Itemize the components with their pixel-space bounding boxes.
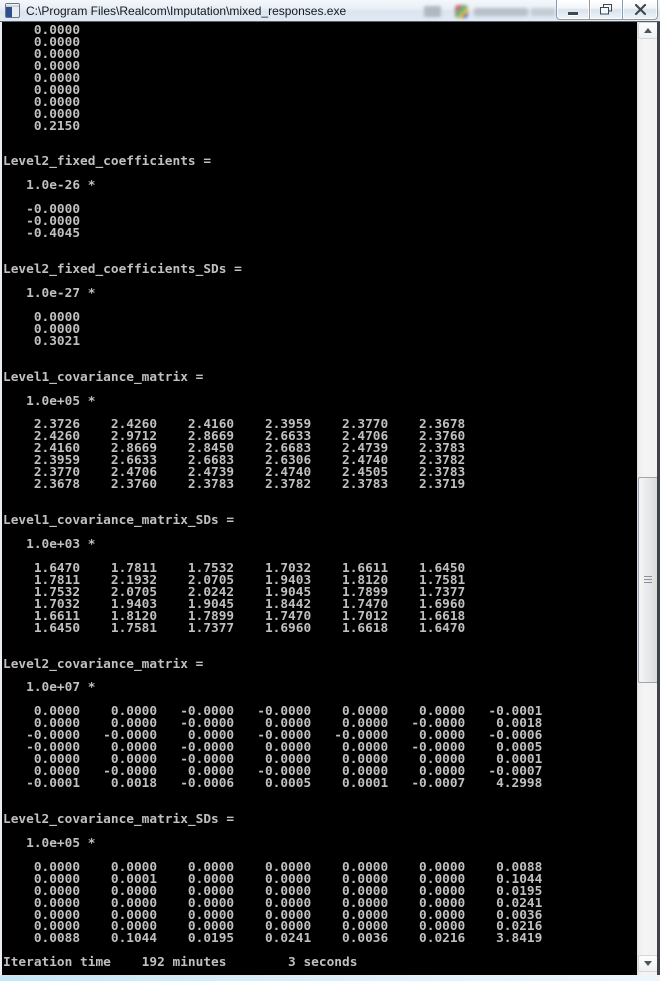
scroll-down-icon: [644, 961, 652, 966]
close-icon: [634, 4, 646, 15]
scrollbar-thumb[interactable]: [638, 477, 658, 683]
minimize-icon: [568, 11, 578, 15]
scroll-up-icon: [644, 28, 652, 33]
window-left-border: [0, 22, 2, 975]
caption-buttons: [556, 0, 658, 20]
background-window-artifact: [474, 8, 528, 16]
minimize-button[interactable]: [556, 0, 590, 20]
background-window-artifact: [531, 8, 555, 16]
background-app-icon: [455, 5, 468, 18]
scrollbar-grip-icon: [644, 576, 652, 584]
window-title: C:\Program Files\Realcom\Imputation\mixe…: [26, 4, 347, 18]
console-output: 0.0000 0.0000 0.0000 0.0000 0.0000 0.000…: [3, 23, 543, 971]
window-bottom-border: [0, 975, 660, 981]
close-button[interactable]: [622, 0, 658, 20]
background-window-artifact: [424, 6, 441, 17]
console-app-icon: [5, 3, 20, 18]
titlebar[interactable]: C:\Program Files\Realcom\Imputation\mixe…: [0, 0, 660, 22]
restore-icon: [599, 4, 612, 15]
console-viewport: 0.0000 0.0000 0.0000 0.0000 0.0000 0.000…: [2, 22, 637, 975]
scroll-down-button[interactable]: [638, 955, 658, 972]
window-right-border: [657, 22, 660, 975]
vertical-scrollbar[interactable]: [637, 22, 658, 975]
scroll-up-button[interactable]: [638, 22, 658, 39]
maximize-button[interactable]: [589, 0, 623, 20]
